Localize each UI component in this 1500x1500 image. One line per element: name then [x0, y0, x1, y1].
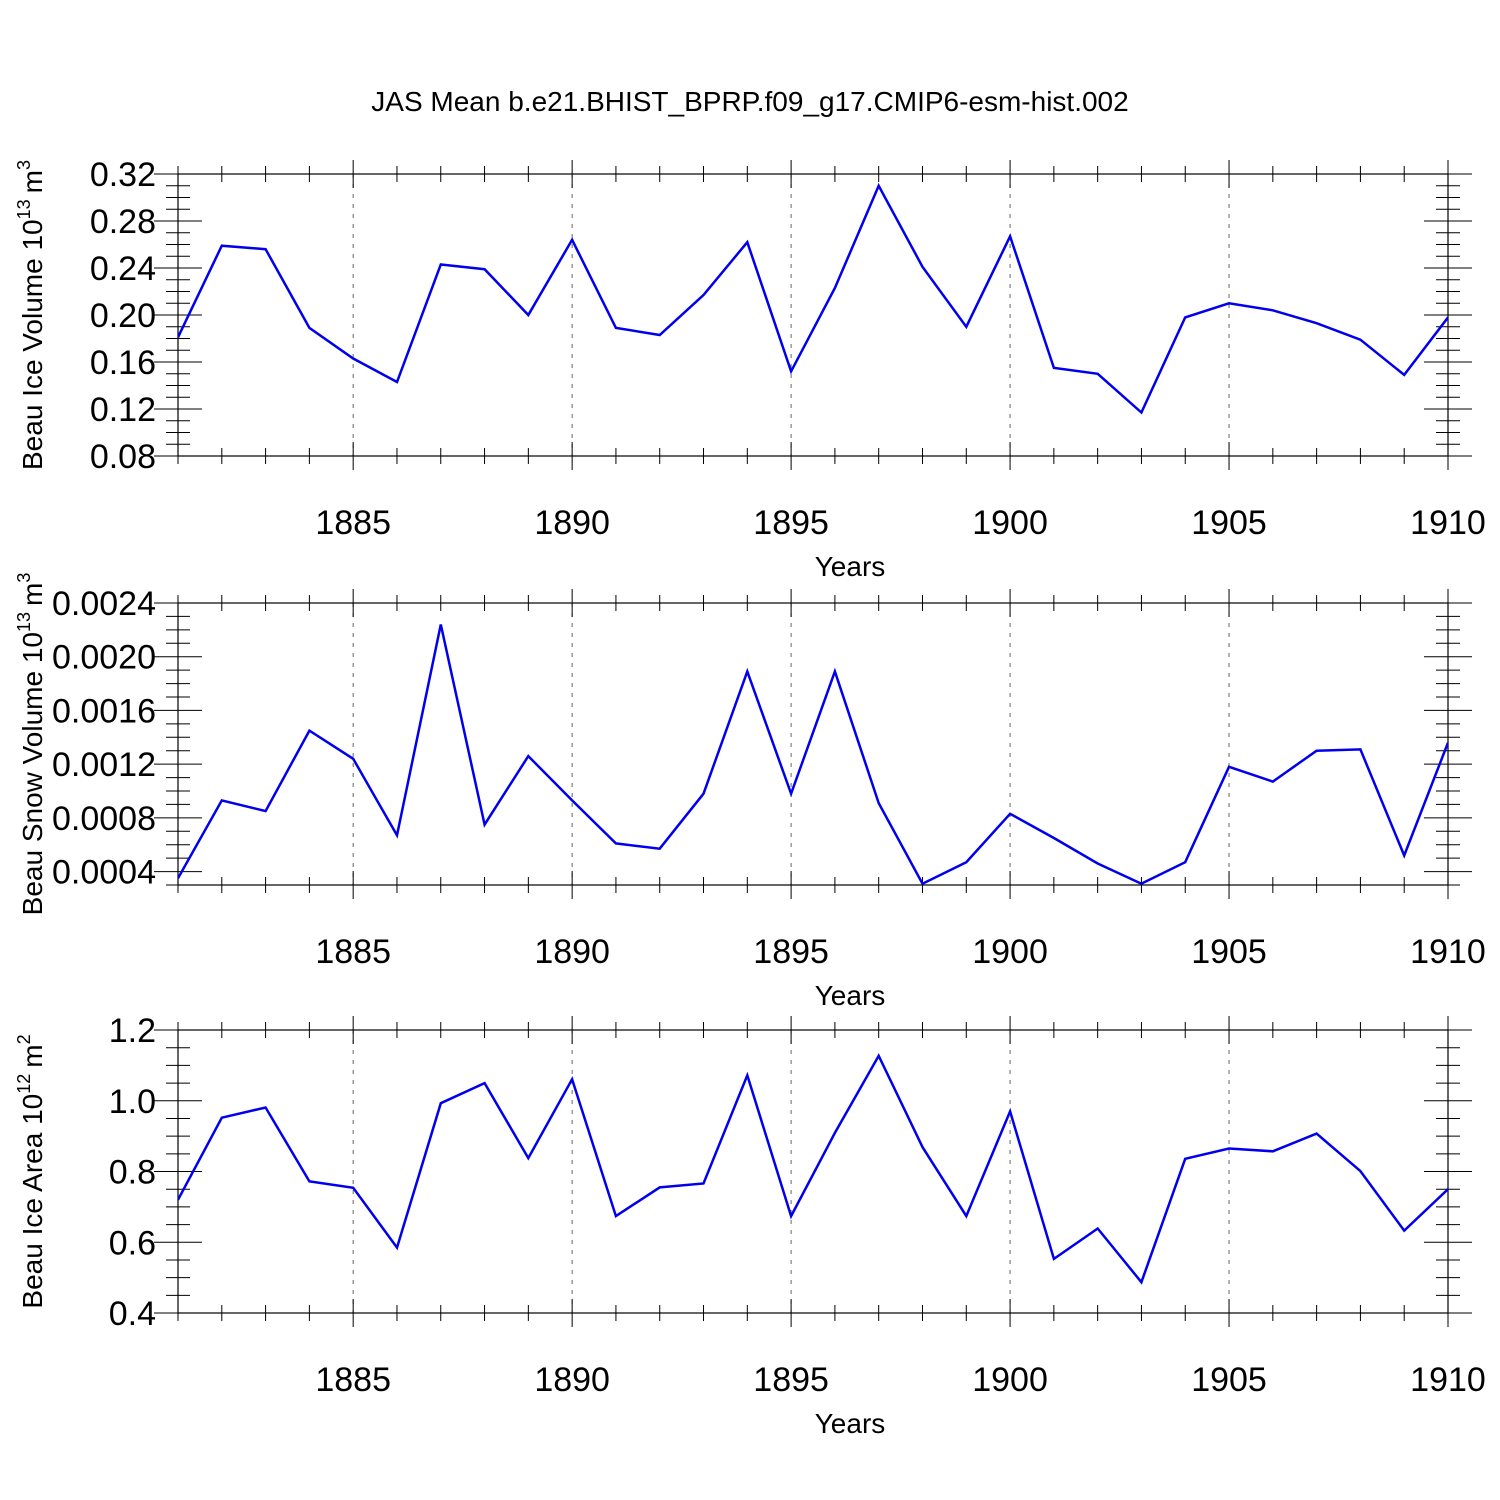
y-axis-title-unit: m: [17, 1044, 48, 1067]
series-line: [178, 624, 1448, 885]
y-tick-label: 1.0: [109, 1083, 156, 1121]
x-axis-title: Years: [815, 1408, 886, 1439]
y-axis-title-unit: m: [17, 583, 48, 606]
x-tick-label: 1910: [1410, 504, 1486, 542]
y-tick-label: 0.8: [109, 1154, 156, 1192]
chart-panel-1: 0.08 0.12 0.16 0.20 0.24 0.28 0.32 1885 1890 1895…: [14, 156, 1486, 582]
plot-frame: [177, 173, 1449, 457]
y-axis-title: Beau Ice Area 1012 m2: [14, 1034, 48, 1308]
y-tick-label: 0.24: [90, 250, 156, 288]
y-axis-title-exponent: 13: [14, 612, 34, 632]
x-axis-title: Years: [815, 551, 886, 582]
x-tick-label: 1905: [1191, 933, 1267, 971]
y-axis-title-text: Beau Ice Area 10: [17, 1094, 48, 1309]
y-tick-label: 0.4: [109, 1295, 156, 1333]
x-tick-label: 1885: [315, 1361, 391, 1399]
y-axis-title-text: Beau Snow Volume 10: [17, 632, 48, 915]
y-axis-title-unit-exponent: 3: [14, 160, 34, 170]
y-tick-label: 0.0008: [52, 800, 156, 838]
chart-panel-3: 0.4 0.6 0.8 1.0 1.2 1885 1890 1895 1900 1905 1910 Y…: [14, 1012, 1486, 1439]
x-tick-label: 1895: [753, 933, 829, 971]
y-tick-label: 0.0004: [52, 854, 156, 892]
y-tick-label: 0.16: [90, 344, 156, 382]
x-tick-label: 1885: [315, 504, 391, 542]
plot-frame: [177, 602, 1449, 886]
x-tick-label: 1885: [315, 933, 391, 971]
y-axis-title-exponent: 12: [14, 1074, 34, 1094]
y-axis-title-text: Beau Ice Volume 10: [17, 219, 48, 470]
x-tick-label: 1895: [753, 1361, 829, 1399]
series-line: [178, 1053, 1448, 1285]
y-axis-title-exponent: 13: [14, 199, 34, 219]
y-tick-label: 0.6: [109, 1224, 156, 1262]
x-tick-label: 1910: [1410, 1361, 1486, 1399]
x-tick-label: 1900: [972, 1361, 1048, 1399]
y-tick-label: 0.0024: [52, 585, 156, 623]
series-line: [178, 182, 1448, 415]
y-tick-label: 0.08: [90, 438, 156, 476]
x-tick-label: 1890: [534, 933, 610, 971]
x-tick-label: 1890: [534, 1361, 610, 1399]
x-tick-label: 1905: [1191, 1361, 1267, 1399]
y-axis-title: Beau Snow Volume 1013 m3: [14, 573, 48, 916]
y-tick-label: 0.0012: [52, 746, 156, 784]
y-axis-title-unit-exponent: 2: [14, 1034, 34, 1044]
y-tick-label: 0.0016: [52, 692, 156, 730]
x-tick-label: 1900: [972, 933, 1048, 971]
x-axis-title: Years: [815, 980, 886, 1011]
y-axis-title-unit: m: [17, 170, 48, 193]
y-tick-label: 0.12: [90, 391, 156, 429]
x-tick-label: 1895: [753, 504, 829, 542]
y-tick-label: 1.2: [109, 1012, 156, 1050]
x-tick-label: 1910: [1410, 933, 1486, 971]
y-tick-label: 0.20: [90, 297, 156, 335]
y-tick-label: 0.0020: [52, 639, 156, 677]
x-tick-label: 1890: [534, 504, 610, 542]
y-tick-label: 0.28: [90, 203, 156, 241]
x-tick-label: 1900: [972, 504, 1048, 542]
y-axis-title: Beau Ice Volume 1013 m3: [14, 160, 48, 470]
y-tick-label: 0.32: [90, 156, 156, 194]
y-axis-title-unit-exponent: 3: [14, 573, 34, 583]
plot-frame: [177, 1029, 1449, 1314]
main-title: JAS Mean b.e21.BHIST_BPRP.f09_g17.CMIP6-…: [371, 86, 1128, 117]
chart-panel-2: 0.0004 0.0008 0.0012 0.0016 0.0020 0.0024 1885…: [14, 573, 1486, 1011]
x-tick-label: 1905: [1191, 504, 1267, 542]
